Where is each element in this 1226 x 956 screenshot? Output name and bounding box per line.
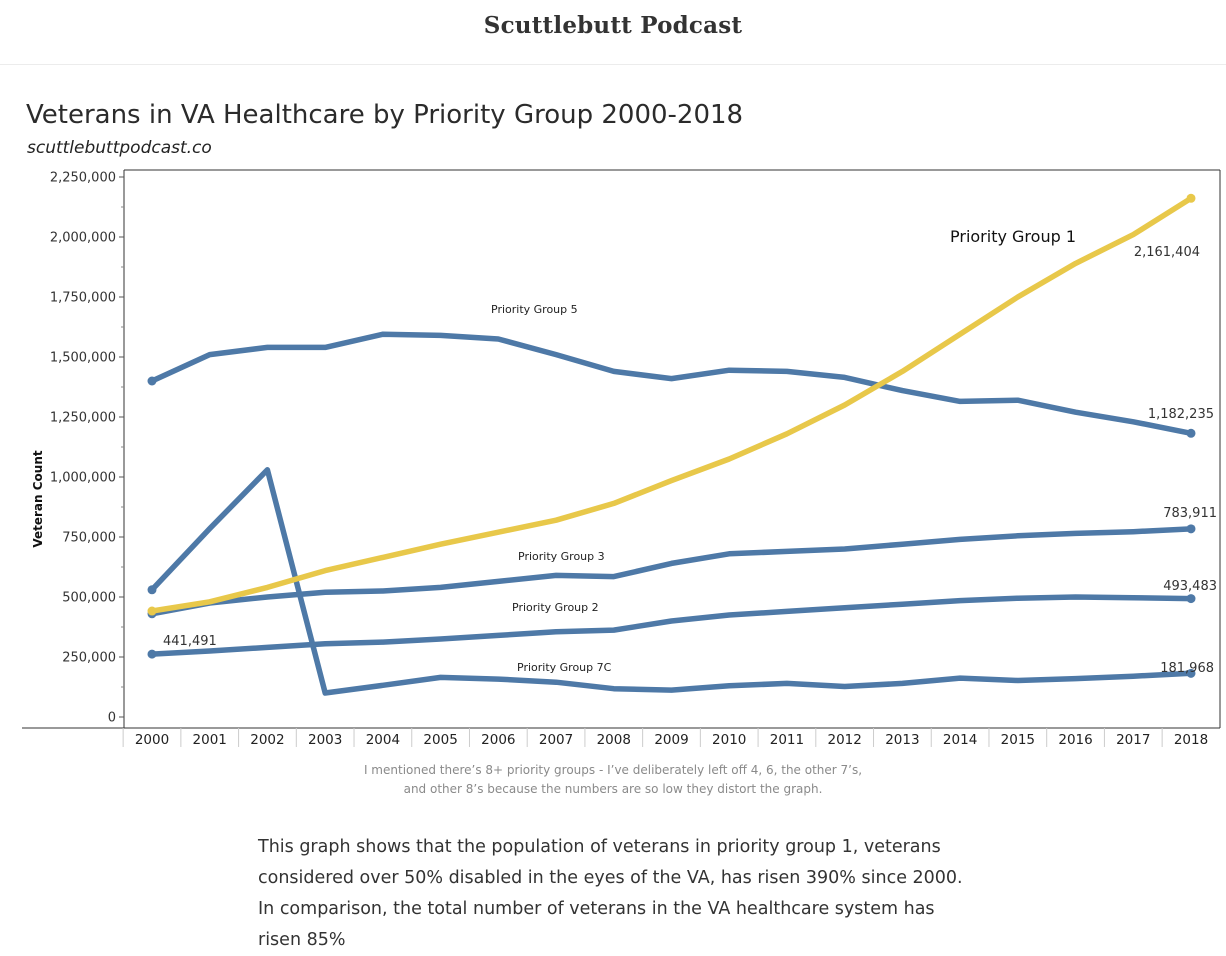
chart-subtitle: scuttlebuttpodcast.co (27, 138, 212, 158)
y-tick-label: 2,250,000 (50, 171, 116, 186)
y-axis-label: Veteran Count (31, 450, 45, 548)
x-tick-label: 2006 (481, 732, 515, 748)
x-tick-label: 2013 (885, 732, 919, 748)
end-value-label-priority-group-2: 493,483 (1163, 579, 1217, 594)
x-tick-label: 2005 (423, 732, 457, 748)
series-layer (147, 193, 1196, 696)
y-tick-label: 1,750,000 (50, 291, 116, 306)
y-tick-label: 1,500,000 (50, 351, 116, 366)
y-tick-label: 250,000 (62, 651, 116, 666)
end-value-label-priority-group-5: 1,182,235 (1148, 407, 1214, 422)
chart-title: Veterans in VA Healthcare by Priority Gr… (26, 100, 744, 130)
x-tick-label: 2007 (539, 732, 573, 748)
series-end-point-priority-group-1 (1186, 193, 1196, 203)
article-body: This graph shows that the population of … (258, 832, 978, 956)
chart-caption: I mentioned there’s 8+ priority groups -… (0, 761, 1226, 799)
series-name-label-priority-group-2: Priority Group 2 (512, 601, 599, 614)
x-tick-label: 2001 (193, 732, 227, 748)
y-tick-label: 1,000,000 (50, 471, 116, 486)
series-start-point-priority-group-1 (147, 606, 157, 616)
series-line-priority-group-1 (149, 195, 1194, 614)
x-tick-label: 2003 (308, 732, 342, 748)
y-tick-label: 1,250,000 (50, 411, 116, 426)
chart-axes: 0 250,000 500,000 750,000 1,000,000 1,250,000… (22, 169, 1221, 748)
series-name-label-priority-group-3: Priority Group 3 (518, 550, 605, 563)
series-name-label-priority-group-7c: Priority Group 7C (517, 661, 612, 674)
labels-layer: 2,161,404 441,491 1,182,235 783,911 493,483 1… (163, 227, 1217, 676)
x-tick-label: 2002 (250, 732, 284, 748)
article-paragraph: This graph shows that the population of … (258, 837, 963, 950)
series-start-point-priority-group-2 (147, 649, 157, 659)
site-header: Scuttlebutt Podcast (0, 0, 1226, 65)
series-line-priority-group-2 (149, 594, 1194, 657)
line-chart: 0 250,000 500,000 750,000 1,000,000 1,250,000… (22, 169, 1221, 748)
x-tick-label: 2004 (366, 732, 400, 748)
end-value-label-priority-group-1: 2,161,404 (1134, 245, 1200, 260)
x-tick-label: 2010 (712, 732, 746, 748)
series-start-point-priority-group-7c (147, 585, 157, 595)
x-tick-label: 2012 (827, 732, 861, 748)
series-line-priority-group-5 (149, 331, 1194, 437)
x-tick-label: 2016 (1058, 732, 1092, 748)
x-tick-label: 2009 (654, 732, 688, 748)
x-tick-label: 2014 (943, 732, 977, 748)
y-tick-label: 750,000 (62, 531, 116, 546)
site-title[interactable]: Scuttlebutt Podcast (483, 12, 743, 39)
x-tick-label: 2018 (1174, 732, 1208, 748)
start-value-label-priority-group-1: 441,491 (163, 634, 217, 649)
y-tick-label: 2,000,000 (50, 231, 116, 246)
caption-line-2: and other 8’s because the numbers are so… (403, 782, 823, 796)
y-tick-label: 0 (108, 711, 116, 726)
series-end-point-priority-group-2 (1186, 594, 1196, 604)
x-tick-label: 2011 (770, 732, 804, 748)
x-tick-label: 2017 (1116, 732, 1150, 748)
y-tick-label: 500,000 (62, 591, 116, 606)
series-line-priority-group-7c (149, 467, 1194, 696)
caption-line-1: I mentioned there’s 8+ priority groups -… (363, 763, 863, 777)
end-value-label-priority-group-7c: 181,968 (1160, 661, 1214, 676)
series-end-point-priority-group-7c (1186, 668, 1196, 678)
x-tick-label: 2015 (1001, 732, 1035, 748)
series-start-point-priority-group-5 (147, 376, 157, 386)
end-value-label-priority-group-3: 783,911 (1163, 506, 1217, 521)
series-end-point-priority-group-5 (1186, 428, 1196, 438)
x-tick-label: 2000 (135, 732, 169, 748)
series-name-label-priority-group-5: Priority Group 5 (491, 303, 578, 316)
series-name-label-priority-group-1: Priority Group 1 (950, 227, 1076, 246)
series-line-priority-group-3 (149, 526, 1194, 617)
series-end-point-priority-group-3 (1186, 524, 1196, 534)
x-tick-label: 2008 (597, 732, 631, 748)
